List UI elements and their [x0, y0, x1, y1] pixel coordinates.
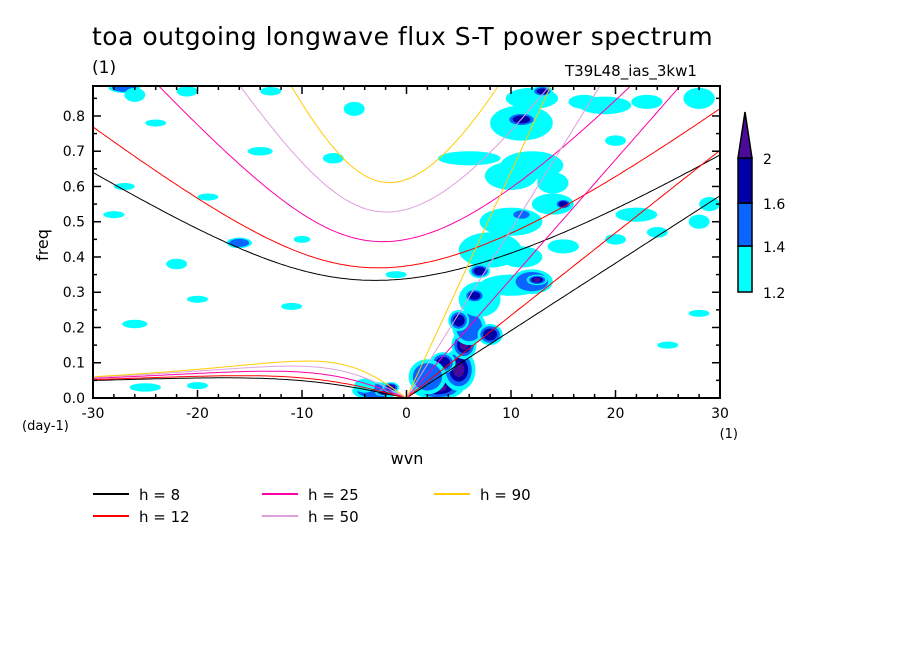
x-tick-label: 30 [711, 406, 729, 422]
colorbar-extend-triangle [737, 111, 753, 159]
y-tick-label: 0.5 [63, 215, 85, 231]
power-contour-level-2 [513, 210, 530, 219]
power-contour-level-1 [479, 207, 543, 236]
dispersion-curve-er-h90 [93, 360, 407, 398]
legend-label: h = 90 [480, 486, 531, 504]
power-contour-level-1 [124, 87, 146, 102]
power-contour-level-1 [187, 295, 208, 303]
x-units-label: (1) [720, 427, 738, 442]
dispersion-curve-er-h12 [93, 375, 407, 398]
power-contour-level-1 [385, 271, 407, 279]
power-contour-level-1 [500, 246, 543, 268]
run-label: T39L48_ias_3kw1 [565, 62, 697, 80]
y-tick-label: 0.2 [63, 320, 85, 336]
power-contour-level-1 [646, 227, 668, 238]
dispersion-curve-kelvin-h90 [406, 86, 552, 398]
y-tick-label: 0.7 [63, 144, 85, 160]
x-tick-label: -10 [291, 406, 314, 422]
dispersion-curve-kelvin-h8 [406, 195, 720, 398]
legend-label: h = 25 [308, 486, 359, 504]
power-contour-level-2 [412, 363, 443, 391]
power-contour-level-1 [322, 152, 344, 164]
colorbar-label: 1.4 [763, 240, 785, 256]
y-axis-label: freq [33, 229, 52, 261]
x-tick-label: 0 [402, 406, 411, 422]
x-axis-label: wvn [391, 449, 424, 468]
power-contour-level-1 [605, 234, 626, 245]
power-contour-level-4 [533, 278, 541, 282]
power-contour-level-1 [122, 319, 148, 329]
colorbar-segment [737, 202, 753, 247]
colorbar-segment [737, 245, 753, 293]
power-contour-level-1 [166, 258, 188, 270]
x-tick-label: -20 [186, 406, 209, 422]
power-contour-level-1 [113, 182, 135, 190]
power-contour-level-1 [187, 382, 208, 390]
legend-label: h = 50 [308, 508, 359, 526]
power-contour-level-1 [537, 172, 569, 194]
x-tick-label: 10 [502, 406, 520, 422]
power-contour-level-1 [145, 119, 167, 127]
units-label: (1) [92, 58, 117, 78]
dispersion-curve-kelvin-h50 [406, 86, 601, 398]
x-tick-label: 20 [607, 406, 625, 422]
dispersion-curve-ig-h50 [239, 86, 550, 213]
power-contour-level-1 [176, 86, 198, 97]
power-contour-level-1 [247, 146, 273, 156]
power-contour-level-1 [260, 87, 282, 96]
legend-label: h = 12 [139, 508, 190, 526]
dispersion-curve-ig-h90 [290, 86, 499, 184]
power-contour-level-3 [483, 328, 498, 341]
y-units-label: (day-1) [22, 419, 69, 434]
power-contour-level-2 [229, 238, 250, 248]
colorbar-label: 2 [763, 152, 772, 168]
colorbar-segment [737, 157, 753, 204]
power-contour-level-1 [129, 383, 161, 392]
power-contour-level-3 [452, 314, 465, 327]
dispersion-curve-ig-h25 [158, 86, 632, 243]
x-tick-label: -30 [82, 406, 105, 422]
power-contour-level-1 [343, 101, 365, 116]
dispersion-curve-kelvin-h25 [406, 86, 681, 398]
colorbar-label: 1.2 [763, 286, 785, 302]
power-contour-level-3 [558, 201, 568, 208]
power-contour-level-1 [657, 341, 679, 349]
power-contour-level-1 [683, 87, 715, 109]
colorbar-label: 1.6 [763, 197, 785, 213]
power-contour-level-3 [473, 267, 486, 276]
dispersion-curve-ig-h12 [93, 108, 720, 269]
power-contour-level-1 [688, 309, 710, 317]
dispersion-curve-ig-h8 [93, 154, 720, 281]
y-tick-label: 0.1 [63, 356, 85, 372]
y-tick-label: 0.8 [63, 109, 85, 125]
dispersion-curve-er-h25 [93, 370, 407, 398]
power-contour-level-1 [615, 207, 658, 222]
power-contour-level-3 [536, 88, 549, 95]
dispersion-curve-kelvin-h12 [406, 149, 720, 398]
power-contour-level-1 [103, 211, 125, 219]
dispersion-curve-er-h8 [93, 377, 407, 398]
power-contour-level-1 [437, 151, 501, 166]
power-contour-level-1 [605, 135, 626, 146]
y-tick-label: 0.6 [63, 179, 85, 195]
y-tick-label: 0.3 [63, 285, 85, 301]
power-contour-level-1 [578, 96, 632, 115]
plot-frame [92, 85, 721, 399]
legend-label: h = 8 [139, 486, 180, 504]
power-contour-level-1 [547, 239, 579, 254]
dispersion-curve-er-h50 [93, 365, 407, 398]
power-contour-level-1 [293, 235, 311, 243]
power-contour-level-1 [631, 94, 663, 109]
power-contour-level-1 [197, 193, 219, 201]
chart-title: toa outgoing longwave flux S-T power spe… [92, 22, 714, 51]
power-contour-level-1 [281, 302, 302, 310]
power-contour-level-1 [688, 214, 710, 229]
power-contour-level-1 [500, 151, 564, 180]
y-tick-label: 0.4 [63, 250, 85, 266]
y-tick-label: 0.0 [63, 391, 85, 407]
power-contour-level-1 [699, 197, 720, 212]
